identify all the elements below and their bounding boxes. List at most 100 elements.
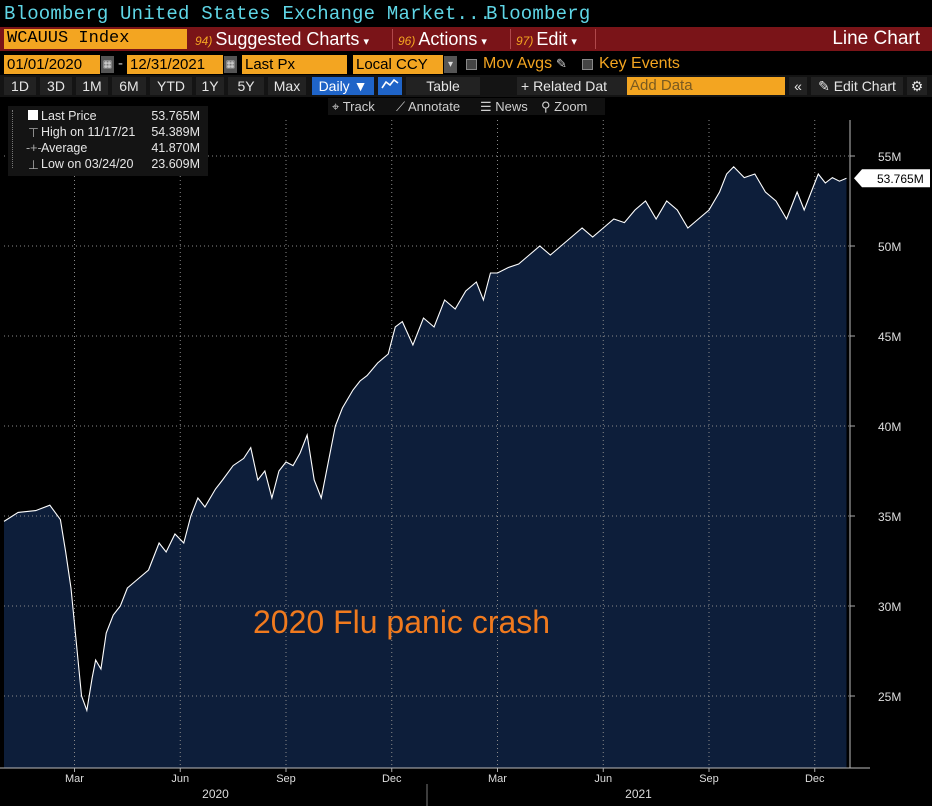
menu-separator <box>392 29 393 49</box>
gear-icon[interactable]: ⚙ <box>907 77 927 95</box>
x-tick-label: Sep <box>276 773 296 785</box>
year-label: 2020 <box>202 787 229 801</box>
menu-bar: WCAUUS Index 94) Suggested Charts ▾ 96) Act… <box>0 27 932 51</box>
year-label: 2021 <box>625 787 652 801</box>
range-button-max[interactable]: Max <box>268 77 306 95</box>
x-tick-label: Jun <box>171 773 189 785</box>
last-price-swatch <box>28 110 38 120</box>
edit-label: Edit <box>536 29 568 49</box>
legend-low-label: Low on 03/24/20 <box>41 157 134 171</box>
legend-avg-label: Average <box>41 141 88 155</box>
end-date-field[interactable]: 12/31/2021 <box>127 55 223 74</box>
high-marker-icon: ⊤ <box>28 126 39 140</box>
chart-type-label[interactable]: Line Chart <box>832 28 920 49</box>
table-button[interactable]: Table <box>406 77 480 95</box>
chart-annotation[interactable]: 2020 Flu panic crash <box>253 604 551 640</box>
average-marker-icon: -+- <box>26 141 42 155</box>
range-button-ytd[interactable]: YTD <box>150 77 192 95</box>
collapse-icon[interactable]: « <box>789 77 807 95</box>
y-tick-label: 25M <box>878 690 901 704</box>
track-label: Track <box>342 99 375 114</box>
range-button-6m[interactable]: 6M <box>112 77 146 95</box>
suggested-charts-menu[interactable]: 94) Suggested Charts ▾ <box>195 29 369 49</box>
last-value-tag <box>854 169 930 188</box>
crosshair-icon: ⌖ <box>332 99 340 114</box>
key-events-label: Key Events <box>599 55 680 72</box>
line-chart-icon[interactable] <box>378 77 402 95</box>
last-value-label: 53.765M <box>877 172 924 186</box>
suggested-charts-label: Suggested Charts <box>215 29 360 49</box>
legend-avg-value: 41.870M <box>151 141 200 155</box>
frequency-select[interactable]: Daily ▼ <box>312 77 374 95</box>
x-tick-label: Sep <box>699 773 719 785</box>
x-tick-label: Jun <box>594 773 612 785</box>
low-marker-icon: ⊥ <box>28 158 39 172</box>
start-date-field[interactable]: 01/01/2020 <box>4 55 100 74</box>
window-title: Bloomberg United States Exchange Market.… <box>4 3 492 25</box>
window-title-source: Bloomberg <box>486 3 591 25</box>
range-button-1d[interactable]: 1D <box>4 77 36 95</box>
edit-number: 97) <box>516 34 534 48</box>
x-tick-label: Dec <box>382 773 402 785</box>
edit-chart-label: Edit Chart <box>833 78 896 94</box>
legend-last-label: Last Price <box>41 109 97 123</box>
y-tick-label: 30M <box>878 600 901 614</box>
y-tick-label: 35M <box>878 510 901 524</box>
y-tick-label: 55M <box>878 150 901 164</box>
mov-avgs-checkbox[interactable] <box>466 59 477 70</box>
legend-last-value: 53.765M <box>151 109 200 123</box>
pencil-icon[interactable]: ✎ <box>556 56 567 71</box>
chevron-down-icon: ▾ <box>571 36 577 48</box>
range-button-5y[interactable]: 5Y <box>228 77 264 95</box>
legend-low-value: 23.609M <box>151 157 200 171</box>
ticker-field[interactable]: WCAUUS Index <box>4 29 187 49</box>
legend-high-value: 54.389M <box>151 125 200 139</box>
annotate-tool[interactable]: ⟋ Annotate <box>392 98 480 115</box>
frequency-label: Daily <box>318 78 350 94</box>
legend-bracket <box>12 110 21 168</box>
key-events-checkbox[interactable] <box>582 59 593 70</box>
y-tick-label: 45M <box>878 330 901 344</box>
y-tick-label: 40M <box>878 420 901 434</box>
price-area <box>4 166 847 769</box>
range-toolbar: 1D 3D 1M 6M YTD 1Y 5Y Max Daily ▼ Table + Relat… <box>0 75 932 97</box>
range-button-3d[interactable]: 3D <box>40 77 72 95</box>
track-tool[interactable]: ⌖ Track <box>328 98 396 115</box>
range-button-1y[interactable]: 1Y <box>196 77 224 95</box>
news-label: News <box>495 99 528 114</box>
annotate-icon: ⟋ <box>396 99 406 114</box>
news-icon: ☰ <box>480 99 492 114</box>
chevron-down-icon[interactable]: ▾ <box>444 56 457 73</box>
related-data-button[interactable]: + Related Dat <box>517 77 627 95</box>
suggested-charts-number: 94) <box>195 34 213 48</box>
chevron-down-icon: ▾ <box>481 36 487 48</box>
window-title-bar: Bloomberg United States Exchange Market.… <box>0 0 932 27</box>
range-button-1m[interactable]: 1M <box>76 77 108 95</box>
add-data-input[interactable]: Add Data <box>627 77 785 95</box>
currency-select[interactable]: Local CCY <box>353 55 443 74</box>
calendar-icon[interactable]: ▦ <box>101 56 114 73</box>
news-tool[interactable]: ☰ News <box>476 98 542 115</box>
date-range-row: 01/01/2020 ▦ - 12/31/2021 ▦ Last Px Loca… <box>0 53 932 75</box>
actions-label: Actions <box>418 29 478 49</box>
calendar-icon[interactable]: ▦ <box>224 56 237 73</box>
legend-panel: Last Price 53.765M ⊤ High on 11/17/21 54… <box>8 106 208 176</box>
price-line <box>3 166 847 713</box>
edit-chart-button[interactable]: ✎ Edit Chart <box>811 77 903 95</box>
x-tick-label: Mar <box>65 773 84 785</box>
annotate-label: Annotate <box>408 99 461 114</box>
mov-avgs-label: Mov Avgs <box>483 55 553 72</box>
zoom-label: Zoom <box>554 99 588 114</box>
legend-high-label: High on 11/17/21 <box>41 125 136 139</box>
actions-number: 96) <box>398 34 416 48</box>
menu-separator <box>510 29 511 49</box>
date-dash: - <box>118 55 123 72</box>
x-tick-label: Dec <box>805 773 825 785</box>
edit-menu[interactable]: 97) Edit ▾ <box>516 29 577 49</box>
x-tick-label: Mar <box>488 773 507 785</box>
y-tick-label: 50M <box>878 240 901 254</box>
zoom-tool[interactable]: ⚲ Zoom <box>537 98 605 115</box>
field-select[interactable]: Last Px <box>242 55 347 74</box>
actions-menu[interactable]: 96) Actions ▾ <box>398 29 487 49</box>
